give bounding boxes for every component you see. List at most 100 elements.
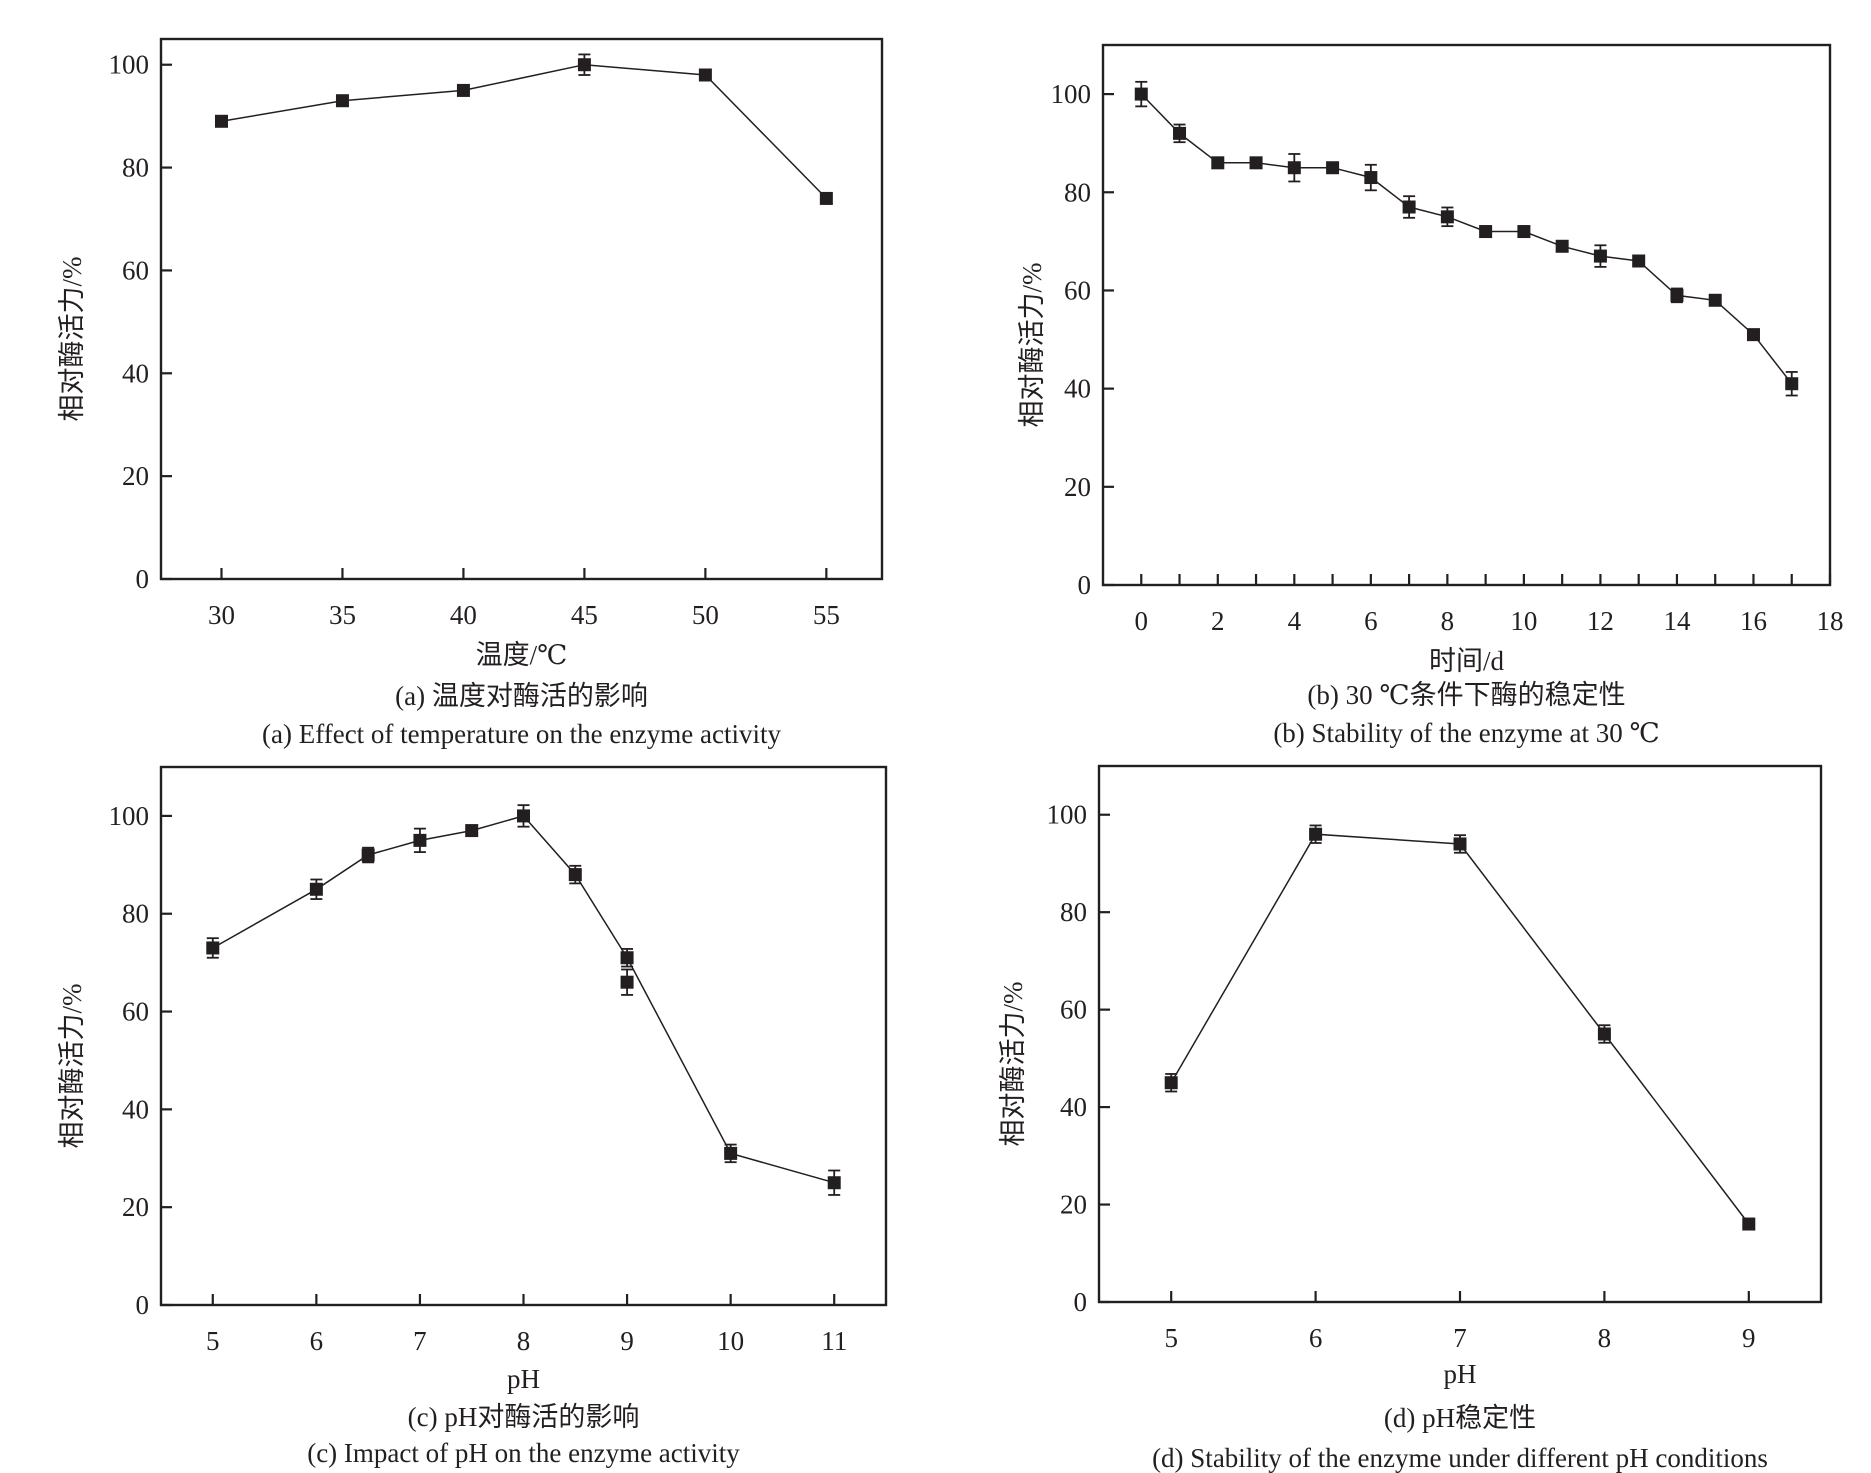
data-point bbox=[724, 1146, 738, 1160]
x-tick-label: 55 bbox=[813, 600, 840, 630]
plot-frame bbox=[1101, 43, 1832, 587]
data-point bbox=[1134, 87, 1148, 101]
series-line bbox=[1170, 833, 1750, 1225]
caption-english: (c) Impact of pH on the enzyme activity bbox=[307, 1438, 740, 1468]
x-tick-label: 2 bbox=[1211, 606, 1225, 636]
y-tick-label: 80 bbox=[122, 153, 149, 183]
y-axis-label: 相对酶活力/% bbox=[57, 257, 87, 422]
data-point bbox=[1164, 1076, 1178, 1090]
x-tick-label: 8 bbox=[1441, 606, 1455, 636]
data-point bbox=[361, 848, 375, 862]
x-tick-label: 14 bbox=[1663, 606, 1691, 636]
data-point bbox=[1309, 827, 1323, 841]
data-point bbox=[1785, 377, 1799, 391]
x-tick-label: 10 bbox=[717, 1326, 744, 1356]
caption-english: (a) Effect of temperature on the enzyme … bbox=[262, 719, 781, 749]
x-tick-label: 5 bbox=[1164, 1323, 1178, 1353]
data-point bbox=[1453, 837, 1467, 851]
y-tick-label: 20 bbox=[122, 1192, 149, 1222]
y-tick-label: 40 bbox=[1060, 1092, 1087, 1122]
data-point bbox=[465, 824, 479, 838]
y-tick-label: 60 bbox=[1064, 275, 1091, 305]
data-point bbox=[698, 68, 712, 82]
y-tick-label: 0 bbox=[1074, 1287, 1088, 1317]
data-point bbox=[827, 1176, 841, 1190]
data-point bbox=[1517, 225, 1531, 239]
data-point bbox=[206, 941, 220, 955]
y-tick-label: 20 bbox=[122, 461, 149, 491]
x-tick-label: 16 bbox=[1740, 606, 1767, 636]
y-tick-label: 80 bbox=[122, 899, 149, 929]
data-point bbox=[1440, 210, 1454, 224]
x-tick-label: 8 bbox=[517, 1326, 531, 1356]
y-tick-label: 100 bbox=[1047, 800, 1088, 830]
y-tick-label: 60 bbox=[1060, 995, 1087, 1025]
y-axis-label: 相对酶活力/% bbox=[1017, 263, 1047, 428]
plot-frame bbox=[159, 37, 884, 581]
x-axis-label: 温度/℃ bbox=[476, 640, 568, 670]
x-tick-label: 4 bbox=[1288, 606, 1302, 636]
data-point bbox=[456, 83, 470, 97]
data-point bbox=[214, 114, 228, 128]
data-point bbox=[1173, 126, 1187, 140]
panel-c: 0 20 40 60 80 100 5 6 7 8 9 10 11 pH 相对酶活力/% (c) pH对酶活的… bbox=[57, 765, 888, 1468]
x-tick-label: 6 bbox=[1309, 1323, 1323, 1353]
y-tick-label: 100 bbox=[109, 50, 150, 80]
y-axis-label: 相对酶活力/% bbox=[998, 982, 1028, 1147]
series-line bbox=[212, 815, 835, 1184]
y-axis-label: 相对酶活力/% bbox=[57, 984, 87, 1149]
series-line bbox=[221, 63, 827, 199]
data-point bbox=[577, 58, 591, 72]
x-tick-label: 50 bbox=[692, 600, 719, 630]
caption-english: (b) Stability of the enzyme at 30 ℃ bbox=[1273, 718, 1659, 748]
series-2 bbox=[620, 968, 634, 996]
x-tick-label: 9 bbox=[620, 1326, 634, 1356]
panel-a: 0 20 40 60 80 100 30 35 40 45 50 55 温度/℃ 相对酶活力/% (a) 温… bbox=[57, 37, 884, 749]
x-tick-label: 6 bbox=[1364, 606, 1378, 636]
data-point bbox=[1211, 156, 1225, 170]
data-point bbox=[1249, 156, 1263, 170]
y-tick-label: 80 bbox=[1064, 177, 1091, 207]
x-tick-label: 7 bbox=[413, 1326, 427, 1356]
y-tick-label: 40 bbox=[1064, 374, 1091, 404]
x-tick-label: 40 bbox=[450, 600, 477, 630]
y-tick-label: 0 bbox=[136, 1290, 150, 1320]
series-line bbox=[1140, 93, 1793, 385]
y-tick-label: 20 bbox=[1060, 1190, 1087, 1220]
series-1 bbox=[1134, 80, 1799, 397]
x-tick-label: 0 bbox=[1135, 606, 1149, 636]
y-tick-label: 0 bbox=[1078, 570, 1092, 600]
data-point bbox=[413, 833, 427, 847]
x-tick-label: 35 bbox=[329, 600, 356, 630]
y-tick-label: 80 bbox=[1060, 897, 1087, 927]
y-tick-label: 0 bbox=[136, 564, 150, 594]
y-tick-label: 60 bbox=[122, 255, 149, 285]
caption-chinese: (d) pH稳定性 bbox=[1384, 1403, 1536, 1433]
x-tick-label: 6 bbox=[310, 1326, 324, 1356]
y-tick-label: 40 bbox=[122, 358, 149, 388]
series-1 bbox=[1164, 824, 1756, 1231]
x-tick-label: 5 bbox=[206, 1326, 220, 1356]
data-point bbox=[1632, 254, 1646, 268]
data-point bbox=[1326, 161, 1340, 175]
y-tick-label: 20 bbox=[1064, 472, 1091, 502]
y-tick-label: 60 bbox=[122, 997, 149, 1027]
caption-chinese: (b) 30 ℃条件下酶的稳定性 bbox=[1307, 680, 1625, 710]
data-point bbox=[1593, 249, 1607, 263]
data-point bbox=[620, 951, 634, 965]
data-point bbox=[819, 191, 833, 205]
data-point bbox=[1287, 161, 1301, 175]
series-1 bbox=[214, 53, 833, 205]
x-tick-label: 30 bbox=[208, 600, 235, 630]
y-tick-label: 40 bbox=[122, 1094, 149, 1124]
data-point bbox=[1708, 293, 1722, 307]
data-point bbox=[1364, 171, 1378, 185]
data-point bbox=[1742, 1217, 1756, 1231]
y-tick-label: 100 bbox=[109, 801, 150, 831]
data-point bbox=[1597, 1027, 1611, 1041]
x-tick-label: 45 bbox=[571, 600, 598, 630]
caption-chinese: (a) 温度对酶活的影响 bbox=[395, 681, 648, 711]
x-tick-label: 10 bbox=[1510, 606, 1537, 636]
data-point bbox=[1670, 288, 1684, 302]
